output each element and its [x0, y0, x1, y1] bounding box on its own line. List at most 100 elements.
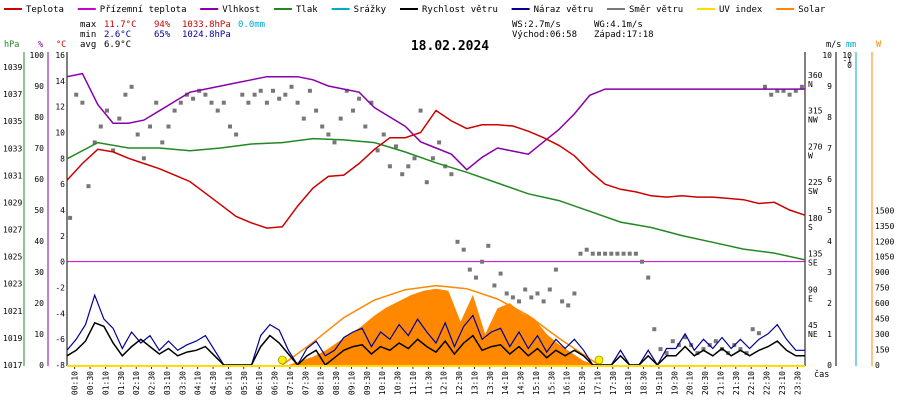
tick-ms: 7 — [827, 144, 832, 153]
wind-direction-point — [572, 291, 577, 296]
wind-direction-point — [320, 124, 325, 129]
wind-direction-point — [793, 88, 798, 93]
tick-w: 750 — [875, 284, 890, 293]
tick-x-label: 01:10 — [101, 371, 110, 395]
wind-direction-point — [221, 100, 226, 105]
wind-direction-point — [467, 267, 472, 272]
wind-direction-point — [154, 100, 159, 105]
stat-max-label: max — [80, 20, 97, 30]
wind-direction-point — [553, 267, 558, 272]
tick-x-label: 19:30 — [670, 371, 679, 395]
wind-direction-point — [406, 164, 411, 169]
tick-pct: 80 — [34, 113, 44, 122]
tick-ms: 10 — [822, 51, 832, 60]
tick-x-label: 19:10 — [655, 371, 664, 395]
tick-x-label: 05:10 — [224, 371, 233, 395]
tick-ms: 8 — [827, 113, 832, 122]
stat-min-hum: 65% — [154, 30, 171, 40]
wind-direction-point — [799, 84, 804, 89]
tick-pct: 40 — [34, 237, 44, 246]
wind-direction-point — [264, 100, 269, 105]
tick-dir-label: SE — [808, 259, 818, 268]
tick-hpa: 1019 — [3, 334, 22, 343]
wind-direction-point — [486, 243, 491, 248]
tick-x-label: 02:30 — [148, 371, 157, 395]
tick-dir-num: 270 — [808, 142, 823, 151]
legend-item: Vlhkost — [200, 5, 260, 15]
wind-direction-point — [228, 124, 232, 129]
tick-dir-num: 360 — [808, 71, 823, 80]
tick-x-label: 16:30 — [578, 371, 587, 395]
tick-x-label: 00:30 — [86, 371, 95, 395]
wind-direction-point — [750, 327, 755, 332]
wind-direction-point — [621, 251, 626, 256]
tick-ms: 0 — [827, 361, 832, 370]
tick-hpa: 1023 — [3, 280, 22, 289]
tick-temp: 0 — [60, 258, 65, 267]
wind-direction-point — [326, 132, 331, 137]
tick-x-label: 04:10 — [194, 371, 203, 395]
tick-x-label: 08:10 — [317, 371, 326, 395]
chart-title: 18.02.2024 — [411, 39, 489, 54]
stat-min-label: min — [80, 30, 96, 40]
tick-x-label: 17:10 — [593, 371, 602, 395]
tick-hpa: 1033 — [3, 144, 22, 153]
tick-x-label: 10:30 — [394, 371, 403, 395]
wind-direction-point — [781, 88, 786, 93]
wind-direction-point — [86, 184, 91, 189]
tick-temp: -8 — [55, 361, 65, 370]
wind-direction-point — [246, 100, 251, 105]
stat-max-temp: 11.7°C — [104, 20, 137, 30]
tick-dir-num: 90 — [808, 285, 818, 294]
tick-x-label: 21:10 — [716, 371, 725, 395]
wind-direction-point — [80, 100, 85, 105]
wind-direction-point — [455, 239, 460, 244]
wind-direction-point — [474, 275, 478, 280]
wind-direction-point — [424, 180, 429, 185]
wind-direction-point — [517, 299, 521, 304]
legend-label: Teplota — [26, 5, 64, 15]
wind-direction-point — [584, 247, 589, 252]
tick-x-label: 15:10 — [532, 371, 541, 395]
wind-direction-point — [418, 108, 423, 113]
wind-direction-point — [295, 100, 300, 105]
tick-x-label: 23:30 — [793, 371, 802, 395]
plot-area — [66, 72, 806, 367]
wind-direction-point — [148, 124, 152, 129]
humidity-line — [66, 72, 805, 171]
wind-direction-point — [338, 116, 343, 121]
wind-direction-point — [769, 92, 774, 97]
tick-temp: 16 — [55, 51, 65, 60]
wind-direction-point — [234, 132, 239, 137]
wind-direction-point — [277, 96, 282, 101]
tick-x-label: 14:10 — [501, 371, 510, 395]
unit-w: W — [876, 40, 882, 50]
tick-x-label: 21:30 — [732, 371, 741, 395]
wind-direction-point — [135, 132, 140, 137]
stat-avg-temp: 6.9°C — [104, 40, 131, 50]
tick-x-label: 15:30 — [547, 371, 556, 395]
tick-hpa: 1017 — [3, 361, 22, 370]
wind-direction-point — [664, 351, 669, 356]
tick-temp: 4 — [60, 206, 65, 215]
tick-hpa: 1021 — [3, 307, 22, 316]
legend-item: Solar — [776, 5, 826, 15]
tick-w: 900 — [875, 268, 890, 277]
tick-temp: 12 — [55, 103, 65, 112]
tick-dir-label: NE — [808, 330, 818, 339]
tick-x-label: 20:30 — [701, 371, 710, 395]
tick-ms: 4 — [827, 237, 832, 246]
tick-x-label: 00:10 — [71, 371, 80, 395]
wind-direction-point — [209, 100, 214, 105]
sunrise-info: Východ:06:58 — [512, 30, 577, 40]
wind-direction-point — [203, 92, 208, 97]
tick-x-label: 01:30 — [117, 371, 126, 395]
tick-x-label: 05:30 — [240, 371, 249, 395]
wind-direction-point — [129, 84, 134, 89]
tick-x-label: 14:30 — [517, 371, 526, 395]
wind-direction-point — [351, 108, 355, 113]
wind-direction-point — [652, 327, 657, 332]
tick-temp: 2 — [60, 232, 65, 241]
tick-pct: 100 — [30, 51, 45, 60]
legend-item: Tlak — [274, 5, 318, 15]
